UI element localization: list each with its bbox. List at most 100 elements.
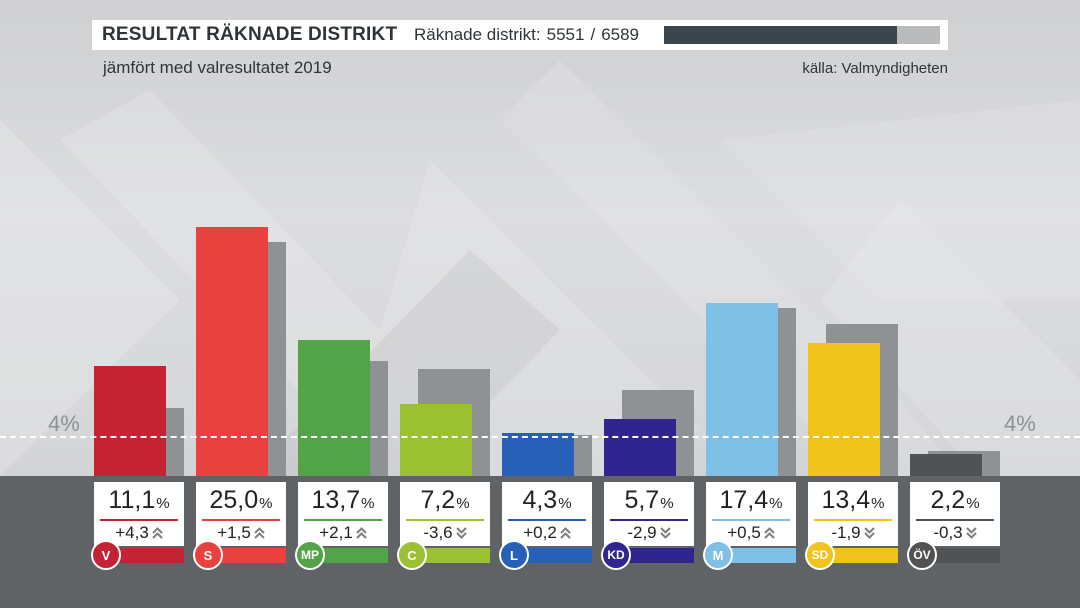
percent-label: 4,3% — [502, 482, 592, 518]
chevron-double-up-icon — [152, 527, 163, 539]
party-badge-mp: MP — [295, 540, 325, 570]
change-label: +4,3 — [94, 522, 184, 544]
percent-value: 11,1 — [108, 486, 156, 514]
districts-progress: Räknade distrikt: 5551 / 6589 — [404, 20, 948, 50]
progress-label: Räknade distrikt: — [414, 25, 541, 44]
party-badge-öv: ÖV — [907, 540, 937, 570]
party-column-m: 17,4% +0,5 M — [703, 0, 812, 608]
percent-value: 2,2 — [930, 486, 966, 514]
progress-bar — [664, 26, 940, 44]
result-card: 13,7% +2,1 — [298, 482, 388, 546]
percent-label: 5,7% — [604, 482, 694, 518]
bar-current-mp — [298, 339, 370, 476]
chevron-double-down-icon — [455, 527, 467, 539]
result-card: 11,1% +4,3 — [94, 482, 184, 546]
percent-value: 13,4 — [821, 486, 871, 514]
chevron-double-down-icon — [965, 527, 977, 539]
progress-separator: / — [590, 25, 596, 44]
bar-current-sd — [808, 342, 880, 476]
percent-label: 25,0% — [196, 482, 286, 518]
percent-sign: % — [156, 495, 170, 512]
change-label: +1,5 — [196, 522, 286, 544]
percent-sign: % — [660, 495, 674, 512]
party-badge-m: M — [703, 540, 733, 570]
percent-label: 11,1% — [94, 482, 184, 518]
card-divider — [202, 519, 280, 521]
change-label: +0,2 — [502, 522, 592, 544]
bar-current-öv — [910, 454, 982, 476]
percent-value: 7,2 — [420, 486, 456, 514]
party-badge-c: C — [397, 540, 427, 570]
change-label: -3,6 — [400, 522, 490, 544]
chevron-double-up-icon — [356, 527, 367, 539]
party-badge-sd: SD — [805, 540, 835, 570]
card-divider — [406, 519, 484, 521]
card-divider — [610, 519, 688, 521]
percent-sign: % — [558, 495, 572, 512]
chart-title: RESULTAT RÄKNADE DISTRIKT — [92, 20, 408, 50]
percent-label: 13,4% — [808, 482, 898, 518]
percent-value: 25,0 — [209, 486, 259, 514]
party-column-sd: 13,4% -1,9 SD — [805, 0, 914, 608]
card-divider — [916, 519, 994, 521]
chevron-double-up-icon — [560, 527, 571, 539]
bar-current-kd — [604, 419, 676, 476]
source-label: källa: Valmyndigheten — [802, 60, 948, 77]
change-label: -2,9 — [604, 522, 694, 544]
percent-sign: % — [361, 495, 375, 512]
card-divider — [814, 519, 892, 521]
party-badge-s: S — [193, 540, 223, 570]
chevron-double-up-icon — [764, 527, 775, 539]
change-value: -2,9 — [627, 523, 657, 542]
percent-sign: % — [966, 495, 980, 512]
percent-sign: % — [259, 495, 273, 512]
chevron-double-up-icon — [254, 527, 265, 539]
change-value: +1,5 — [217, 523, 251, 542]
percent-label: 17,4% — [706, 482, 796, 518]
threshold-label-right: 4% — [1004, 411, 1036, 436]
party-column-c: 7,2% -3,6 C — [397, 0, 506, 608]
percent-value: 5,7 — [624, 486, 660, 514]
change-value: +0,2 — [523, 523, 557, 542]
party-column-öv: 2,2% -0,3 ÖV — [907, 0, 1016, 608]
card-divider — [712, 519, 790, 521]
result-card: 4,3% +0,2 — [502, 482, 592, 546]
chevron-double-down-icon — [659, 527, 671, 539]
percent-label: 13,7% — [298, 482, 388, 518]
change-value: -0,3 — [933, 523, 963, 542]
card-divider — [304, 519, 382, 521]
chevron-double-down-icon — [863, 527, 875, 539]
percent-label: 2,2% — [910, 482, 1000, 518]
party-badge-l: L — [499, 540, 529, 570]
change-label: +0,5 — [706, 522, 796, 544]
party-column-l: 4,3% +0,2 L — [499, 0, 608, 608]
party-badge-v: V — [91, 540, 121, 570]
change-value: -1,9 — [831, 523, 861, 542]
chart-subtitle: jämfört med valresultatet 2019 — [103, 58, 332, 77]
result-card: 7,2% -3,6 — [400, 482, 490, 546]
percent-value: 17,4 — [719, 486, 769, 514]
result-card: 5,7% -2,9 — [604, 482, 694, 546]
bar-current-c — [400, 404, 472, 476]
party-badge-kd: KD — [601, 540, 631, 570]
percent-value: 4,3 — [522, 486, 558, 514]
threshold-line — [0, 436, 1080, 438]
result-card: 2,2% -0,3 — [910, 482, 1000, 546]
bar-current-s — [196, 227, 268, 476]
threshold-label-left: 4% — [48, 411, 80, 436]
party-column-s: 25,0% +1,5 S — [193, 0, 302, 608]
result-card: 17,4% +0,5 — [706, 482, 796, 546]
percent-sign: % — [769, 495, 783, 512]
change-value: -3,6 — [423, 523, 453, 542]
change-label: +2,1 — [298, 522, 388, 544]
change-label: -1,9 — [808, 522, 898, 544]
change-value: +2,1 — [319, 523, 353, 542]
party-column-mp: 13,7% +2,1 MP — [295, 0, 404, 608]
percent-value: 13,7 — [311, 486, 361, 514]
percent-label: 7,2% — [400, 482, 490, 518]
change-value: +4,3 — [115, 523, 149, 542]
party-column-kd: 5,7% -2,9 KD — [601, 0, 710, 608]
card-divider — [508, 519, 586, 521]
change-value: +0,5 — [727, 523, 761, 542]
card-divider — [100, 519, 178, 521]
